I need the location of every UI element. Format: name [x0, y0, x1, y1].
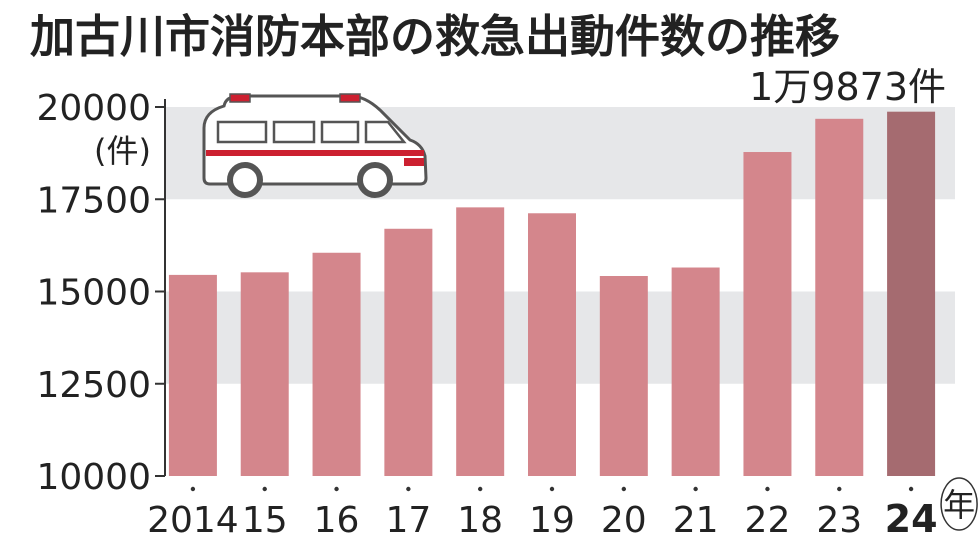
bar-22	[743, 152, 792, 476]
x-axis-labels: 2014 15 16 17 18 19 20 21 22 23 24 年	[147, 477, 978, 537]
x-tick-dot	[765, 486, 770, 492]
x-tick-label: 22	[745, 500, 791, 537]
bars	[168, 111, 936, 477]
y-tick-label: 20000	[36, 88, 151, 129]
x-tick-label: 2014	[147, 500, 239, 537]
y-tick-label: 17500	[36, 180, 151, 221]
y-axis: 20000 17500 15000 12500 10000 (件)	[36, 88, 166, 498]
x-tick-label: 18	[457, 500, 503, 537]
bar-23	[815, 118, 864, 477]
x-tick-dot	[837, 486, 842, 492]
y-tick-label: 12500	[36, 365, 151, 406]
x-tick-dot	[908, 486, 914, 492]
bar-2014	[168, 274, 217, 476]
ambulance-icon	[202, 93, 428, 198]
bar-17	[384, 228, 433, 476]
x-tick-dot	[262, 486, 267, 492]
x-tick-label: 17	[385, 500, 431, 537]
x-tick-label: 16	[314, 500, 360, 537]
x-tick-dot	[549, 486, 555, 492]
y-axis-unit-label: (件)	[94, 132, 151, 170]
bar-19	[528, 213, 576, 476]
y-tick-label: 10000	[36, 457, 151, 498]
chart-title: 加古川市消防本部の救急出動件数の推移	[30, 10, 841, 63]
bar-15	[240, 272, 289, 476]
x-tick-dot	[334, 486, 339, 492]
x-tick-label: 23	[816, 500, 862, 537]
x-tick-label: 20	[601, 500, 647, 537]
x-tick-dot	[190, 486, 196, 492]
bar-20	[599, 276, 648, 476]
x-tick-dot	[621, 486, 627, 492]
x-axis-unit-label: 年	[943, 486, 975, 524]
x-tick-label: 24	[885, 497, 938, 537]
bar-21	[671, 267, 720, 476]
x-axis-unit-circle	[940, 477, 978, 531]
x-tick-label: 15	[242, 500, 288, 537]
x-tick-label: 21	[673, 500, 719, 537]
bar-16	[312, 252, 361, 476]
latest-value-annotation: 1万9873件	[749, 65, 946, 109]
x-tick-dot	[477, 486, 483, 492]
y-tick-label: 15000	[36, 273, 151, 314]
x-tick-dot	[693, 486, 698, 492]
bar-24	[887, 111, 936, 476]
x-tick-label: 19	[529, 500, 575, 537]
x-tick-dot	[406, 486, 411, 492]
bar-18	[456, 207, 505, 477]
